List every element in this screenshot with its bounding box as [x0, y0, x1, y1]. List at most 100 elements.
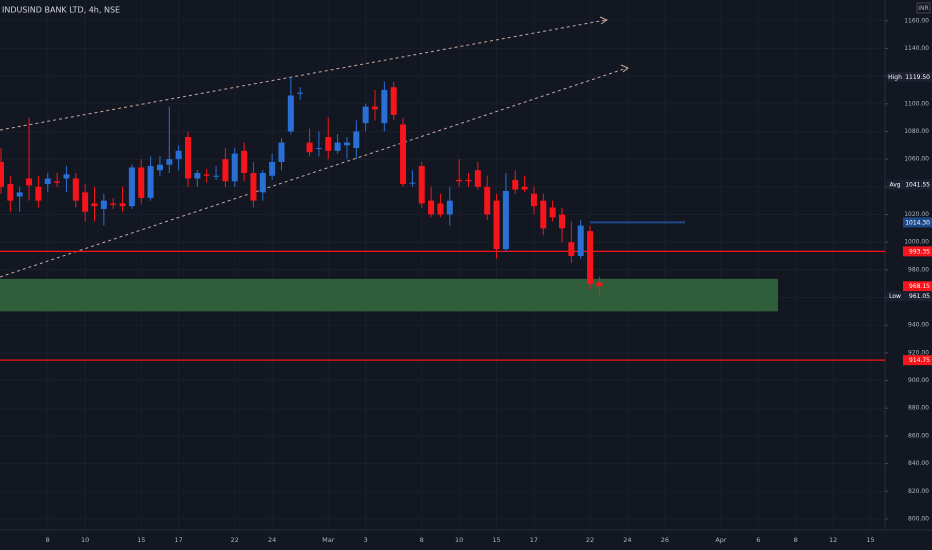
candle-body [362, 106, 369, 124]
price-label-box [903, 246, 932, 257]
price-label: 1041.55 [905, 182, 930, 189]
candle-body [353, 131, 360, 149]
candle-body [166, 159, 173, 165]
candle-body [381, 89, 388, 124]
x-tick-label: 10 [455, 536, 463, 544]
price-tag: Avg [889, 182, 900, 189]
candle-body [110, 203, 117, 205]
trend-line [0, 19, 607, 131]
x-tick-label: 6 [756, 536, 760, 544]
candle-body [231, 153, 238, 182]
candle-body [502, 190, 509, 250]
candle-body [128, 167, 135, 207]
price-tag-box [887, 291, 903, 302]
chart-title: INDUSIND BANK LTD, 4h, NSE [2, 6, 120, 15]
y-tick-label: 860.00 [908, 432, 929, 439]
y-tick-label: 980.00 [908, 266, 929, 273]
candle-body [315, 148, 322, 150]
candle-body [213, 175, 220, 177]
y-tick-label: 800.00 [908, 515, 929, 522]
y-tick-label: 900.00 [908, 377, 929, 384]
x-tick-label: 3 [364, 536, 368, 544]
candle-body [119, 203, 126, 207]
y-tick-label: 1140.00 [904, 45, 929, 52]
x-tick-label: 24 [623, 536, 631, 544]
y-tick-label: 1100.00 [904, 100, 929, 107]
x-tick-label: 10 [81, 536, 89, 544]
y-tick-label: 1060.00 [904, 156, 929, 163]
x-tick-label: 17 [530, 536, 538, 544]
candle-body [82, 192, 89, 212]
candle-body [156, 164, 163, 171]
candle-body [44, 178, 51, 185]
candle-body [596, 282, 603, 287]
candle-body [493, 200, 500, 250]
candle-body [35, 186, 42, 201]
y-tick-label: 820.00 [908, 488, 929, 495]
candle-body [325, 136, 332, 151]
price-label-box [903, 355, 932, 366]
candle-body [16, 192, 23, 197]
x-tick-label: Apr [715, 536, 727, 544]
candle-body [334, 142, 341, 151]
price-label: 1119.50 [905, 74, 930, 81]
x-tick-label: 22 [586, 536, 594, 544]
candle-body [269, 161, 276, 176]
trend-arrow [620, 64, 629, 73]
x-tick-label: 15 [137, 536, 145, 544]
candle-body [194, 172, 201, 179]
price-tag: High [888, 74, 902, 81]
x-tick-label: 26 [661, 536, 669, 544]
price-tag: Low [889, 293, 901, 300]
candle-body [372, 106, 378, 110]
price-label-box [903, 71, 932, 82]
candle-body [175, 150, 182, 160]
currency: INR [918, 5, 928, 12]
price-label: 993.35 [909, 248, 930, 255]
candle-body [222, 159, 229, 182]
candle-body [390, 87, 397, 115]
candle-body [428, 200, 435, 215]
candle-body [203, 174, 210, 176]
y-tick-label: 940.00 [908, 322, 929, 329]
y-tick-label: 1080.00 [904, 128, 929, 135]
candle-body [512, 179, 519, 190]
trend-line [0, 67, 628, 278]
x-tick-label: 17 [175, 536, 183, 544]
candle-body [530, 193, 537, 207]
trend-arrow [599, 16, 609, 25]
candle-body [409, 182, 416, 184]
candle-body [0, 161, 4, 187]
candle-body [26, 178, 33, 186]
candle-body [297, 92, 304, 94]
x-tick-label: 15 [492, 536, 500, 544]
x-tick-label: 15 [866, 536, 874, 544]
candle-body [418, 166, 425, 204]
candle-body [278, 142, 285, 162]
candle-body [587, 231, 594, 284]
x-tick-label: 8 [46, 536, 50, 544]
candle-body [568, 242, 575, 257]
x-tick-label: 12 [829, 536, 837, 544]
candle-body [147, 166, 154, 198]
price-label-box [903, 179, 932, 190]
price-label-box [903, 291, 932, 302]
candle-body [54, 181, 61, 183]
candle-body [577, 225, 584, 257]
candle-body [343, 142, 350, 146]
y-tick-label: 1000.00 [904, 239, 929, 246]
x-tick-label: 22 [231, 536, 239, 544]
candle-body [521, 186, 528, 190]
price-tag-box [887, 71, 903, 82]
candle-body [437, 203, 444, 215]
price-label-box [903, 281, 932, 292]
x-tick-label: 8 [794, 536, 798, 544]
zone [0, 278, 778, 312]
price-label-box [903, 217, 932, 228]
candle-body [100, 200, 107, 209]
candle-body [63, 174, 70, 179]
candle-body [287, 95, 294, 132]
candle-body [446, 200, 453, 215]
